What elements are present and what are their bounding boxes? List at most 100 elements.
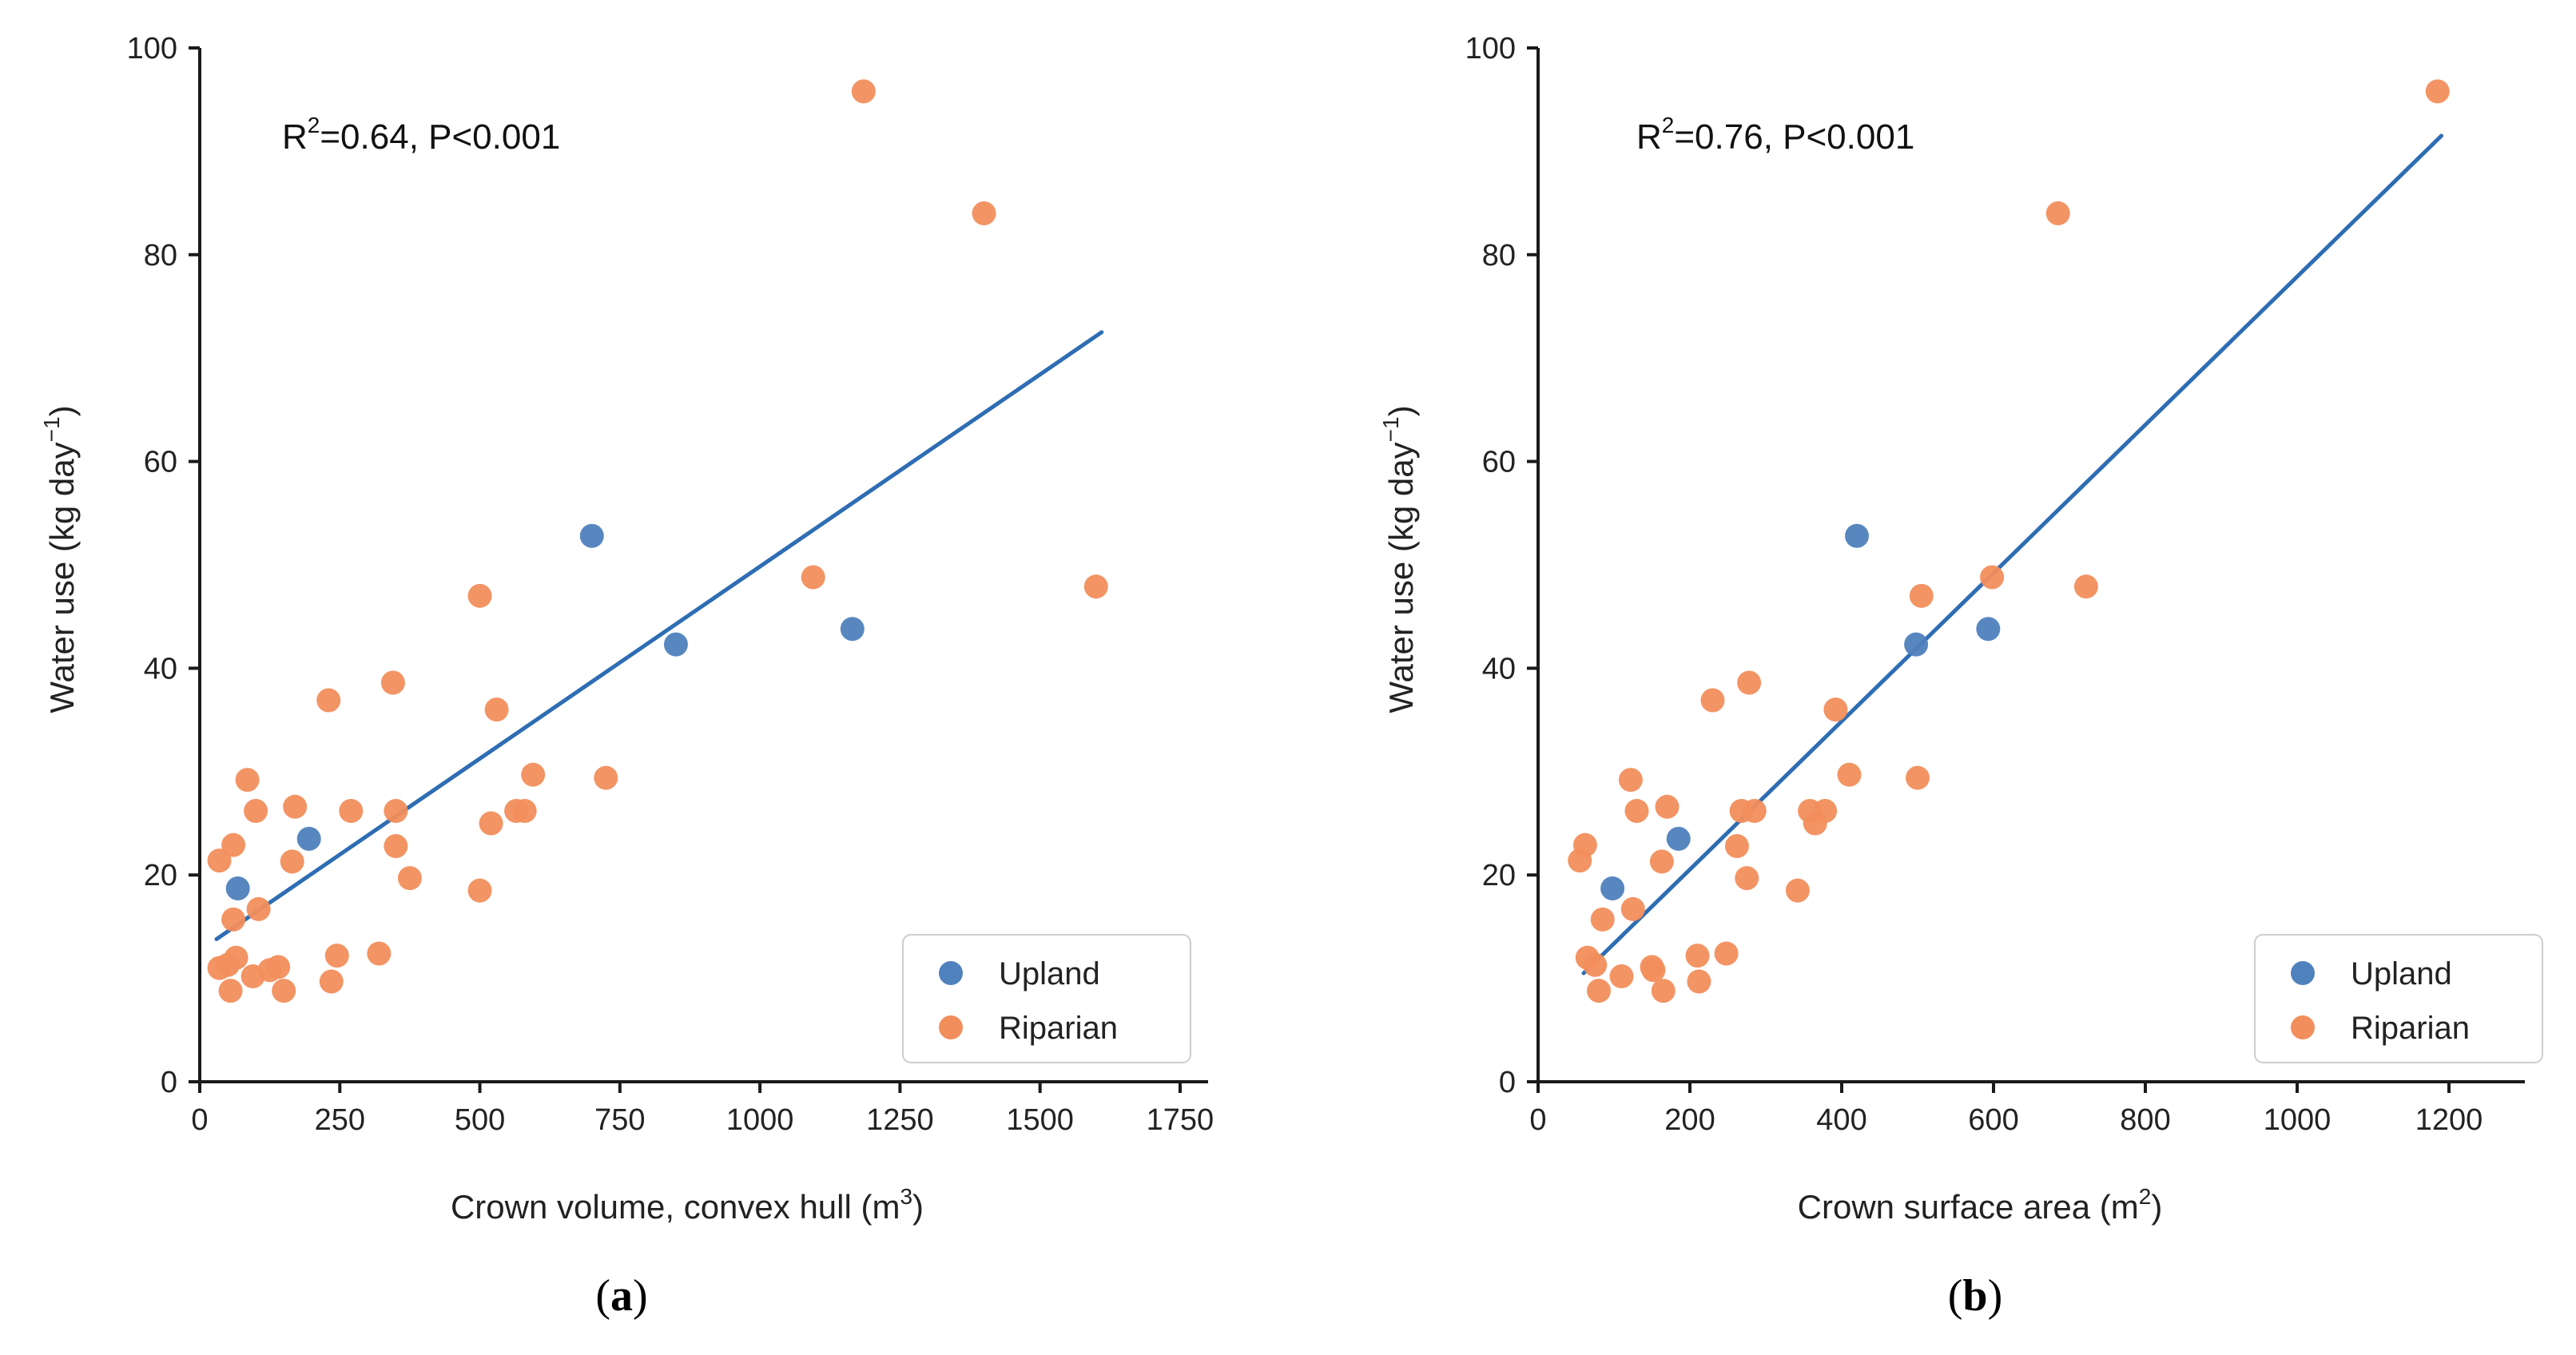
riparian-point-a — [324, 944, 349, 968]
riparian-point-b — [1837, 762, 1862, 787]
riparian-point-b — [1624, 798, 1649, 823]
plot-area-a: 0 250 500 750 1000 1250 1500 1750 0 20 40 60 80 100 — [127, 32, 1214, 1137]
stats-annotation-b: R2=0.76, P<0.001 — [1636, 113, 1914, 157]
x-tick-label-a: 750 — [594, 1103, 645, 1137]
y-tick-label-b: 100 — [1465, 32, 1516, 66]
riparian-point-b — [1655, 794, 1680, 819]
riparian-point-a — [367, 941, 392, 966]
riparian-point-b — [1609, 964, 1634, 989]
upland-point-b — [1976, 617, 2001, 642]
y-axis-title-b: Water use (kg day−1) — [1378, 405, 1420, 713]
riparian-point-a — [339, 798, 364, 823]
riparian-point-a — [266, 955, 291, 979]
upland-point-b — [1904, 632, 1929, 657]
upland-point-a — [663, 632, 688, 657]
y-axis-title-a: Water use (kg day−1) — [39, 405, 81, 713]
regression-line-a — [214, 330, 1104, 941]
riparian-point-a — [801, 565, 825, 590]
riparian-point-a — [397, 866, 422, 891]
chart-panel-a: 0 250 500 750 1000 1250 1500 1750 0 20 40 60 80 100 R… — [39, 32, 1214, 1321]
riparian-point-a — [280, 849, 304, 874]
riparian-point-b — [1742, 798, 1767, 823]
riparian-point-a — [235, 768, 260, 793]
legend-label-riparian-a: Riparian — [999, 1011, 1118, 1046]
riparian-point-a — [384, 833, 408, 858]
y-tick-label-a: 0 — [161, 1066, 177, 1099]
panel-label-a: (a) — [595, 1271, 647, 1321]
y-tick-label-b: 0 — [1499, 1066, 1516, 1099]
regression-line-b — [1581, 133, 2443, 976]
riparian-point-a — [484, 697, 509, 722]
riparian-point-a — [384, 798, 408, 823]
y-tick-label-a: 80 — [144, 239, 177, 272]
legend-label-riparian-b: Riparian — [2351, 1011, 2470, 1046]
riparian-point-b — [1909, 583, 1934, 608]
riparian-point-b — [1700, 688, 1725, 713]
y-tick-label-b: 60 — [1482, 446, 1516, 479]
y-tick-label-b: 40 — [1482, 652, 1516, 685]
riparian-point-b — [1687, 969, 1711, 994]
x-tick-label-a: 1000 — [726, 1103, 794, 1137]
x-tick-label-a: 500 — [455, 1103, 505, 1137]
riparian-point-b — [1620, 896, 1645, 921]
riparian-point-a — [244, 798, 268, 823]
x-axis-title-a: Crown volume, convex hull (m3) — [451, 1184, 924, 1226]
riparian-point-b — [1583, 952, 1608, 977]
y-tick-label-b: 80 — [1482, 239, 1516, 272]
legend-a: Upland Riparian — [902, 934, 1191, 1063]
x-tick-label-b: 1200 — [2415, 1103, 2483, 1137]
riparian-point-a — [272, 979, 296, 1003]
riparian-point-b — [1572, 832, 1597, 857]
riparian-point-a — [467, 878, 492, 903]
y-tick-label-b: 20 — [1482, 859, 1516, 892]
riparian-point-a — [851, 79, 876, 104]
riparian-point-a — [972, 201, 996, 226]
riparian-point-a — [380, 670, 405, 695]
x-tick-label-b: 200 — [1664, 1103, 1715, 1137]
x-tick-label-a: 0 — [191, 1103, 208, 1137]
plot-area-b: 0 200 400 600 800 1000 1200 0 20 40 60 80 100 — [1465, 32, 2525, 1137]
upland-point-a — [296, 826, 321, 851]
y-tick-label-a: 100 — [127, 32, 177, 66]
y-tick-label-a: 60 — [144, 446, 177, 479]
stats-annotation-a: R2=0.64, P<0.001 — [282, 113, 560, 157]
riparian-point-b — [1714, 941, 1739, 966]
riparian-point-b — [1724, 833, 1749, 858]
riparian-point-b — [1823, 697, 1848, 722]
riparian-point-a — [207, 848, 232, 873]
riparian-point-b — [1685, 944, 1710, 968]
x-tick-label-a: 1750 — [1147, 1103, 1214, 1137]
x-tick-label-b: 800 — [2120, 1103, 2170, 1137]
riparian-point-a — [246, 896, 271, 921]
upland-point-b — [1845, 523, 1869, 548]
x-tick-label-b: 0 — [1529, 1103, 1546, 1137]
riparian-point-a — [479, 811, 503, 836]
legend-marker-upland-b — [2291, 961, 2315, 985]
riparian-point-b — [1587, 979, 1611, 1003]
riparian-point-b — [1735, 866, 1759, 891]
panel-label-b: (b) — [1948, 1271, 2002, 1321]
y-tick-label-a: 40 — [144, 652, 177, 685]
x-tick-label-a: 1500 — [1006, 1103, 1074, 1137]
x-tick-label-a: 250 — [315, 1103, 365, 1137]
riparian-point-b — [1813, 798, 1838, 823]
riparian-point-a — [1083, 574, 1108, 599]
riparian-point-b — [1980, 565, 2005, 590]
riparian-point-b — [2045, 201, 2070, 226]
riparian-point-b — [1590, 907, 1615, 932]
riparian-point-b — [1618, 768, 1643, 793]
riparian-point-b — [1641, 958, 1666, 983]
riparian-point-b — [1651, 979, 1676, 1003]
riparian-point-a — [224, 945, 248, 970]
upland-point-b — [1600, 876, 1625, 901]
data-marks-a — [207, 79, 1108, 1003]
upland-point-a — [840, 617, 865, 642]
x-tick-label-a: 1250 — [866, 1103, 934, 1137]
legend-label-upland-a: Upland — [999, 956, 1100, 991]
legend-marker-upland-a — [939, 961, 963, 985]
upland-point-a — [225, 876, 250, 901]
x-tick-label-b: 1000 — [2264, 1103, 2332, 1137]
legend-box-b — [2254, 934, 2543, 1063]
x-tick-label-b: 600 — [1968, 1103, 2018, 1137]
